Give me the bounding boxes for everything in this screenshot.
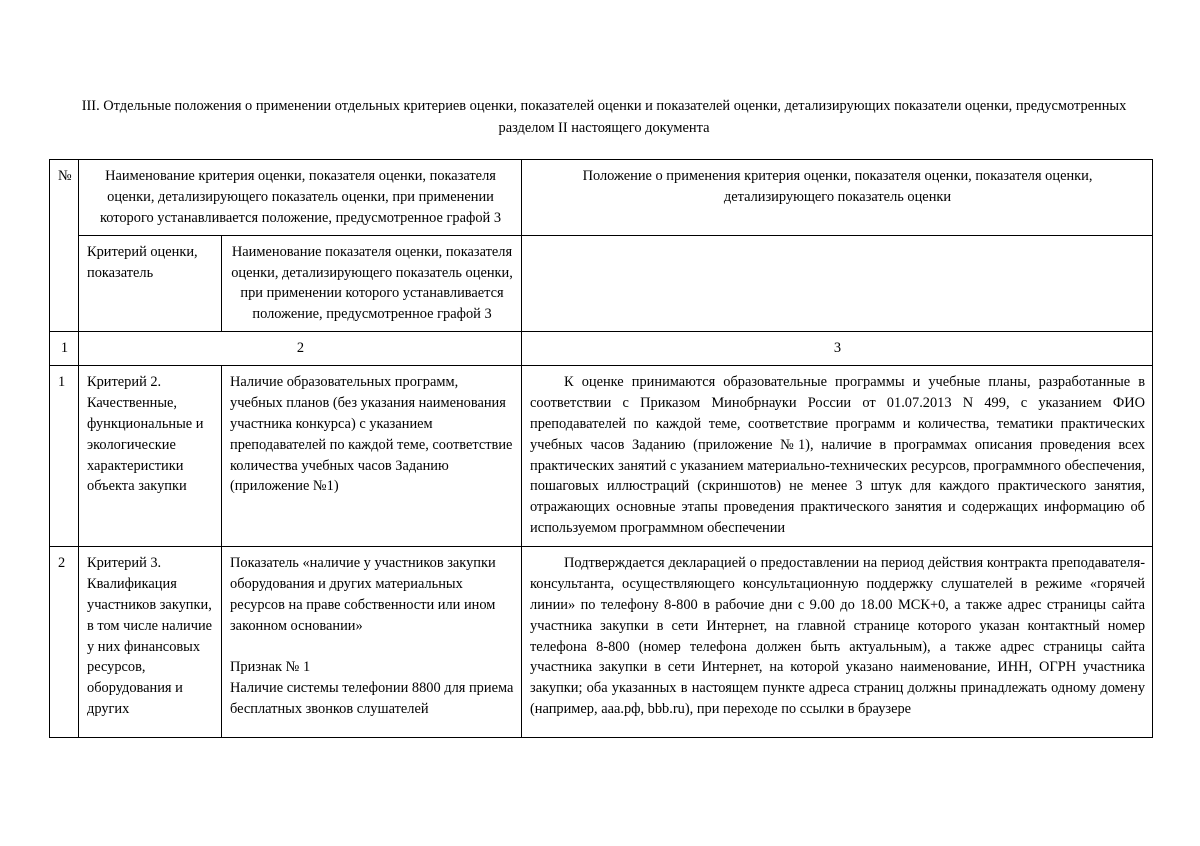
number-cell-3: 3 (521, 331, 1154, 366)
table-row: 1 Критерий 2. Качественные, функциональн… (49, 365, 1154, 547)
number-cell-2: 2 (77, 331, 523, 366)
row-indicator-paragraph: Признак № 1 Наличие системы телефонии 880… (230, 659, 514, 718)
header-cell-number: № (49, 158, 79, 333)
table-number-row: 1 2 3 (49, 331, 1154, 366)
row-provision: К оценке принимаются образовательные про… (521, 365, 1154, 547)
table-header-row-2: Критерий оценки, показатель Наименование… (50, 234, 1154, 333)
number-cell-1: 1 (49, 331, 79, 366)
table-header-row-1: № Наименование критерия оценки, показате… (49, 158, 1154, 333)
header-cell-criteria-group: Наименование критерия оценки, показателя… (77, 159, 523, 236)
row-indicator: Наличие образовательных программ, учебны… (220, 365, 523, 547)
row-criterion: Критерий 3. Квалификация участников заку… (78, 546, 222, 738)
table-row: 2 Критерий 3. Квалификация участников за… (49, 546, 1154, 738)
row-indicator-paragraph: Показатель «наличие у участников закупки… (230, 555, 496, 634)
criteria-table: № Наименование критерия оценки, показате… (49, 158, 1154, 738)
header-cell-indicator: Наименование показателя оценки, показате… (220, 234, 523, 333)
row-provision: Подтверждается декларацией о предоставле… (521, 546, 1154, 738)
row-number: 1 (49, 365, 79, 547)
row-provision-paragraph: К оценке принимаются образовательные про… (530, 374, 1146, 537)
row-indicator: Показатель «наличие у участников закупки… (220, 546, 523, 738)
header-cell-provision: Положение о применения критерия оценки, … (521, 159, 1154, 236)
header-cell-criterion: Критерий оценки, показатель (78, 234, 222, 333)
row-criterion: Критерий 2. Качественные, функциональные… (78, 365, 222, 547)
row-indicator-paragraph: Наличие образовательных программ, учебны… (230, 374, 513, 495)
row-provision-paragraph: Подтверждается декларацией о предоставле… (530, 555, 1146, 718)
document-heading: III. Отдельные положения о применении от… (81, 98, 1127, 136)
header-cell-provision-blank (521, 234, 1154, 333)
row-number: 2 (49, 546, 79, 738)
